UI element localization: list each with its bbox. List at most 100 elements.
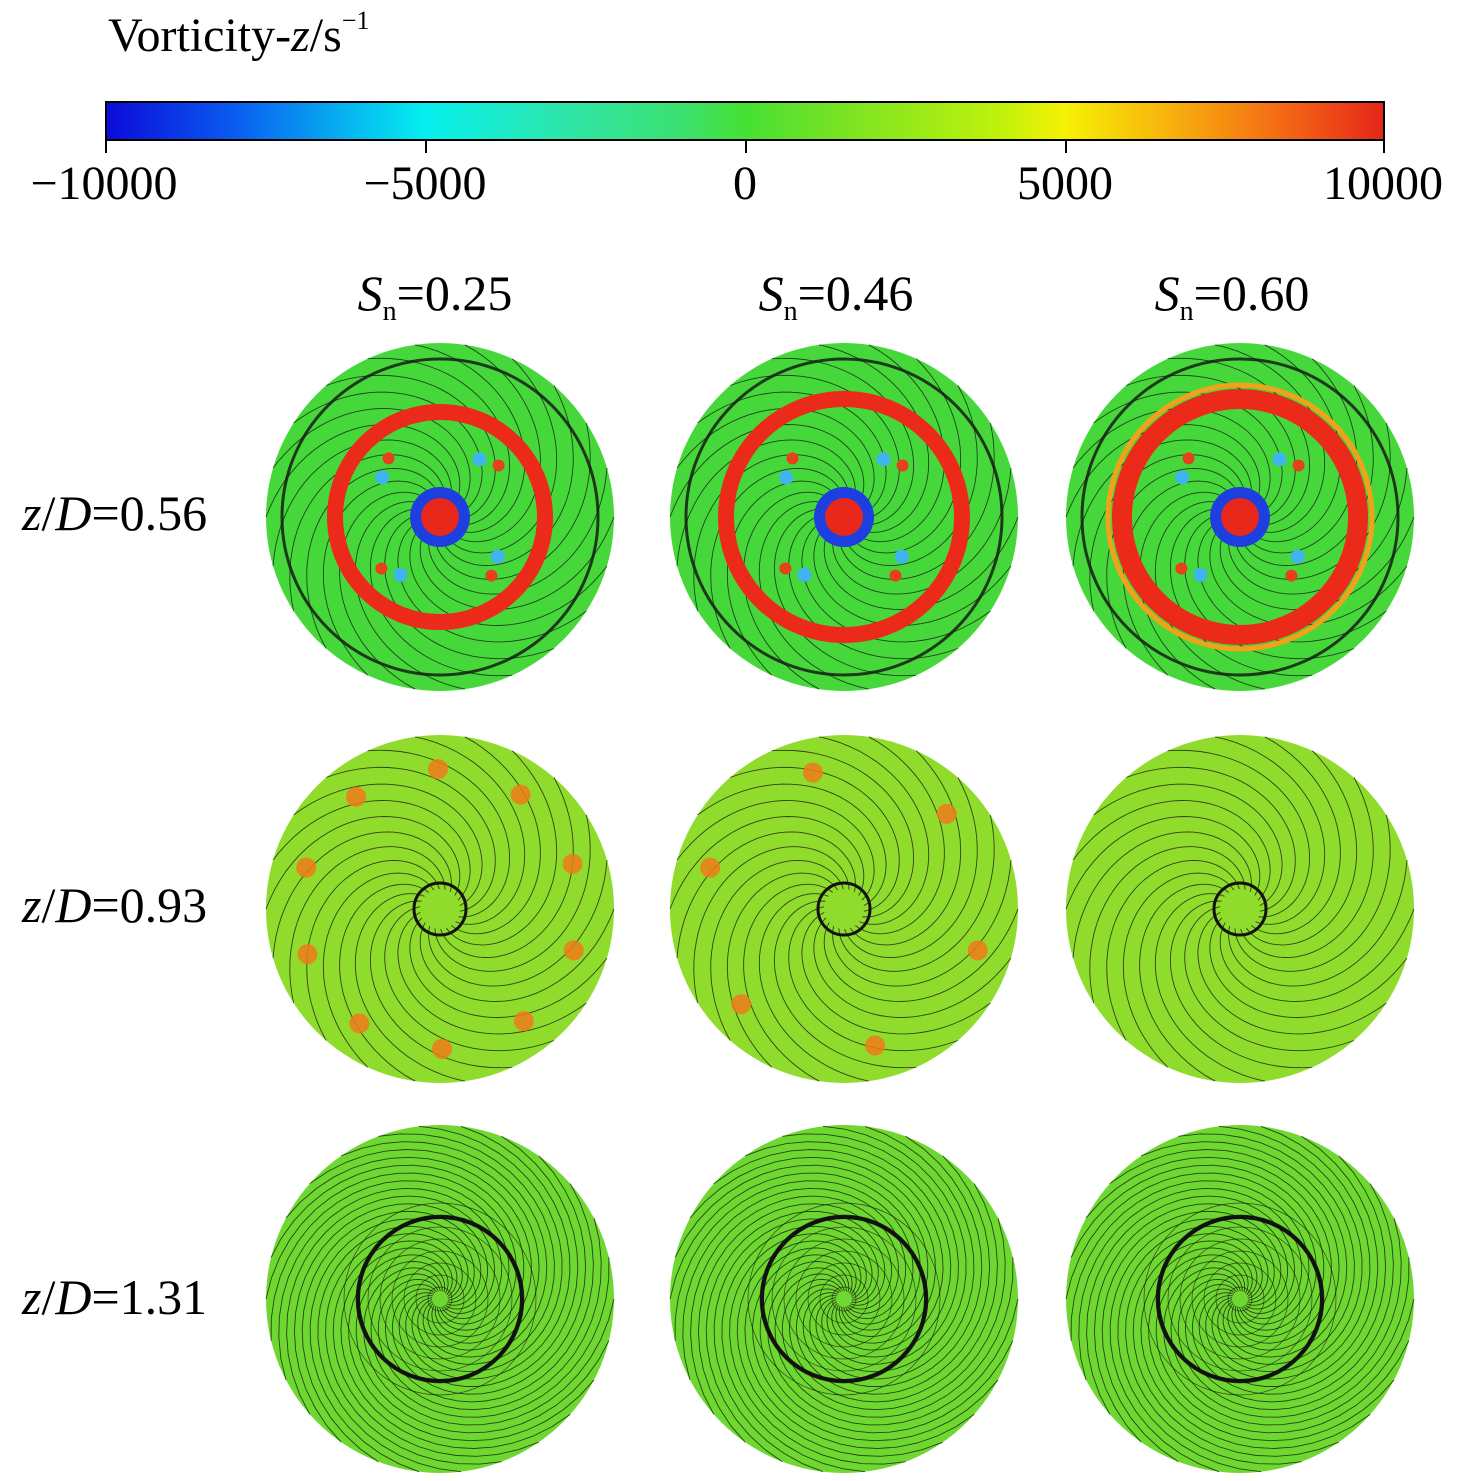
blade-tip-vortex <box>375 470 390 485</box>
streamline <box>1215 736 1326 925</box>
streamline <box>697 391 887 514</box>
streamline <box>1085 1156 1332 1344</box>
streamline <box>293 783 483 906</box>
streamline <box>270 1164 525 1337</box>
streamline <box>1072 408 1271 509</box>
colorbar-tick <box>745 140 747 153</box>
blade-tip-vortex <box>894 549 909 564</box>
blade-tip-vortex <box>490 549 505 564</box>
streamline <box>1072 439 1252 567</box>
streamline <box>690 1195 900 1415</box>
streamline <box>689 1156 936 1344</box>
spot <box>513 1011 534 1032</box>
streamline <box>813 917 1012 1018</box>
streamline <box>285 1156 532 1344</box>
streamline <box>781 1217 1006 1411</box>
spot <box>936 803 957 824</box>
streamline <box>1065 424 1261 518</box>
streamline <box>1192 1155 1387 1395</box>
streamline <box>1093 1203 1288 1443</box>
streamline <box>823 516 1019 610</box>
streamline <box>1170 1257 1410 1418</box>
core-streamline <box>403 1262 477 1336</box>
colorbar-title-unit: /s <box>309 9 342 62</box>
row-header-slash: / <box>41 485 56 541</box>
spot <box>562 853 583 874</box>
blade-tip-vortex <box>1285 569 1298 582</box>
spot <box>297 944 318 965</box>
streamline <box>788 1183 998 1403</box>
core-streamline <box>343 1202 537 1396</box>
row-header-symbol: z <box>22 485 42 541</box>
spot <box>296 857 317 878</box>
blade-tip-vortex <box>375 562 388 575</box>
streamline <box>415 736 526 925</box>
core-streamline <box>1179 1238 1301 1360</box>
vorticity-panel-z131-sn060 <box>1065 1125 1415 1473</box>
streamline <box>773 508 917 677</box>
streamline <box>1163 1267 1415 1426</box>
streamline <box>1089 846 1246 1004</box>
colorbar-tick <box>105 140 107 153</box>
streamline <box>744 1247 975 1449</box>
streamline <box>286 1195 496 1415</box>
core-streamline <box>1167 1226 1313 1372</box>
streamline <box>736 1240 943 1457</box>
streamline <box>855 344 945 543</box>
streamline <box>325 1233 502 1465</box>
streamline <box>669 1172 921 1331</box>
panel-disk <box>670 735 1018 1083</box>
streamline <box>743 883 833 1082</box>
streamline <box>301 1211 482 1463</box>
streamline <box>1219 908 1415 1002</box>
colorbar-tick-label: 10000 <box>1323 157 1443 210</box>
streamline <box>815 1125 967 1373</box>
streamline <box>1154 893 1265 1082</box>
streamline <box>322 480 435 676</box>
vortex-ring <box>718 391 970 643</box>
streamline <box>384 1183 594 1403</box>
streamline <box>377 1217 602 1411</box>
row-header-symbol: z <box>22 877 42 933</box>
streamline <box>745 1141 952 1358</box>
column-header: Sn=0.46 <box>759 268 914 326</box>
streamline <box>669 424 865 518</box>
colorbar <box>105 101 1385 141</box>
spot <box>865 1035 886 1056</box>
vortex-ring <box>1112 389 1368 645</box>
column-header: Sn=0.25 <box>358 268 513 326</box>
column-header-symbol: S <box>1154 265 1180 321</box>
central-vortex <box>816 881 872 937</box>
streamline <box>759 1261 1014 1434</box>
spot <box>428 759 449 780</box>
core-streamline <box>1227 1286 1253 1312</box>
vortex-ring <box>327 404 553 630</box>
streamline <box>272 800 471 901</box>
streamline <box>1125 766 1296 912</box>
colorbar-title: Vorticity-z/s−1 <box>108 8 369 60</box>
streamline <box>682 1187 907 1381</box>
streamline <box>1240 777 1374 958</box>
row-header-value: =0.56 <box>91 485 208 541</box>
streamline <box>405 1125 571 1380</box>
streamline <box>419 516 615 610</box>
streamline <box>823 908 1019 1002</box>
core-streamline <box>415 1274 465 1324</box>
streamline <box>1240 385 1374 566</box>
streamline <box>1078 1187 1303 1381</box>
streamline <box>332 1240 539 1457</box>
streamline <box>1109 1218 1275 1473</box>
streamline <box>1219 516 1415 610</box>
spot <box>967 940 988 961</box>
colorbar-tick-label: −5000 <box>363 157 487 210</box>
blade-tip-vortex <box>786 452 799 465</box>
streamline <box>726 480 839 676</box>
streamline <box>367 357 511 526</box>
streamline <box>1141 1141 1348 1358</box>
streamline <box>1245 750 1358 946</box>
streamline <box>325 766 496 912</box>
streamlines <box>1065 736 1415 1082</box>
streamline <box>348 1254 595 1442</box>
streamline <box>1184 1183 1394 1403</box>
blade-tip-vortex <box>1290 549 1305 564</box>
